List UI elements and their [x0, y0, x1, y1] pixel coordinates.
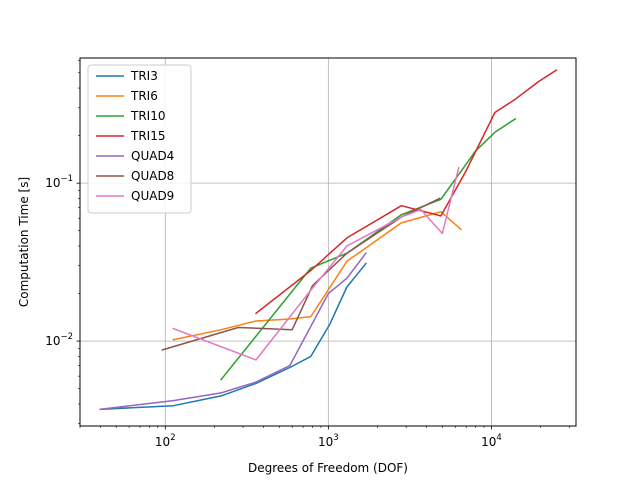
x-tick-label: 103 [318, 433, 339, 449]
series-line-tri10 [220, 117, 517, 381]
series-line-quad9 [172, 166, 460, 361]
y-axis-title: Computation Time [s] [17, 177, 31, 307]
series-line-quad4 [99, 252, 367, 411]
series-line-quad8 [161, 197, 441, 351]
y-tick-label: 10−2 [45, 332, 73, 348]
x-axis-title: Degrees of Freedom (DOF) [248, 461, 408, 475]
legend-label: TRI6 [130, 89, 158, 103]
y-tick-label: 10−1 [45, 174, 73, 190]
legend-label: QUAD4 [131, 149, 174, 163]
series-line-tri3 [99, 262, 367, 411]
legend-label: TRI15 [130, 129, 165, 143]
legend-label: QUAD9 [131, 189, 174, 203]
legend-label: TRI3 [130, 69, 158, 83]
series-line-tri15 [254, 69, 558, 315]
legend: TRI3 TRI6 TRI10 TRI15 QUAD4 QUAD8 QUAD9 [87, 64, 192, 214]
x-tick-label: 104 [481, 433, 502, 449]
ticks: 102 103 104 10−2 10−1 [45, 59, 570, 449]
x-tick-label: 102 [155, 433, 176, 449]
series-line-tri6 [172, 210, 462, 341]
series-layer [99, 69, 558, 411]
legend-label: TRI10 [130, 109, 165, 123]
legend-label: QUAD8 [131, 169, 174, 183]
